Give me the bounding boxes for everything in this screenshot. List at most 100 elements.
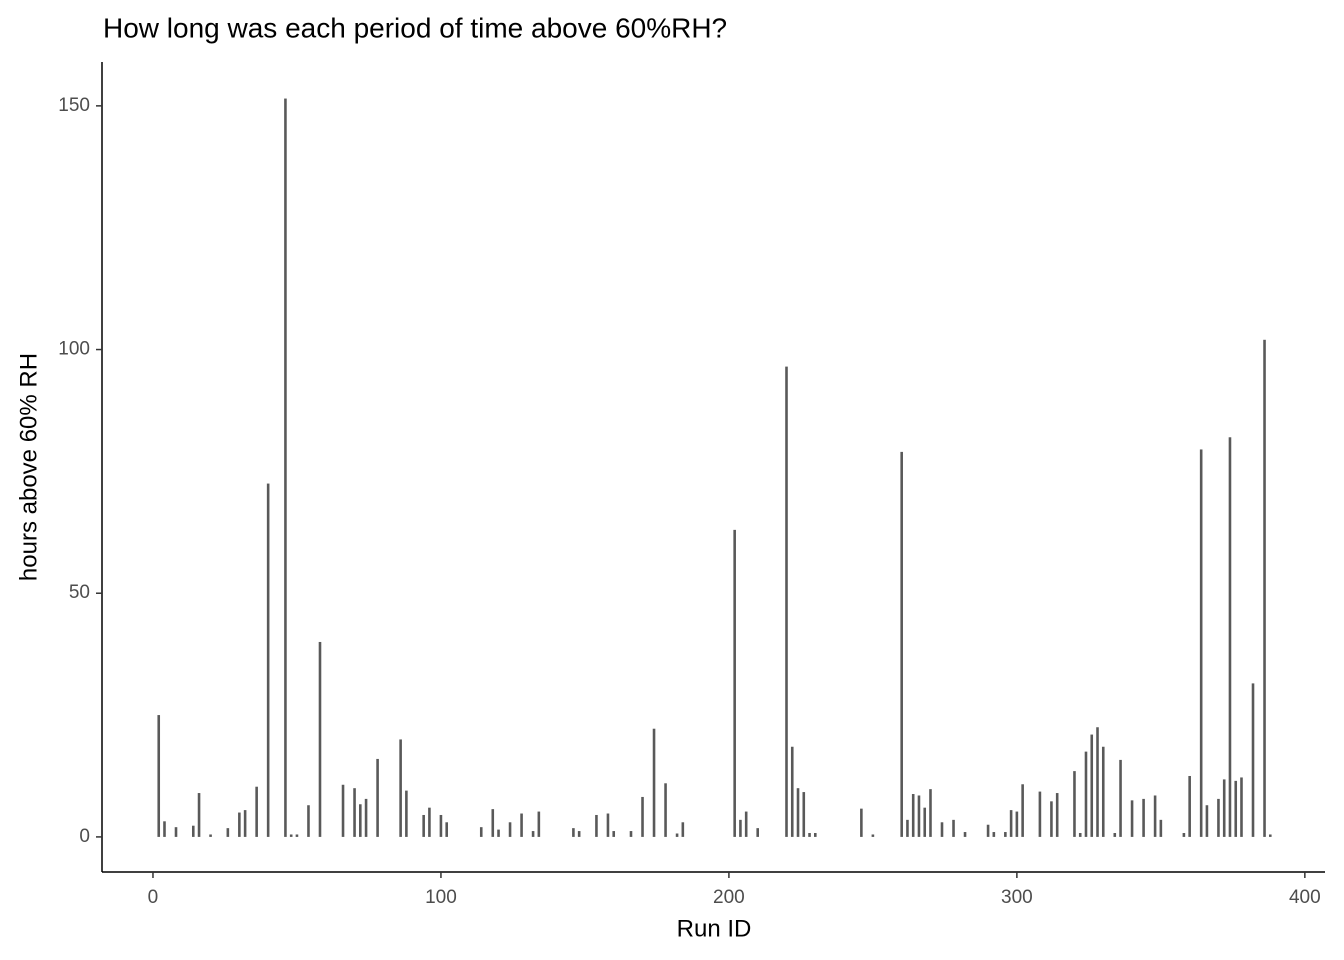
bar [940,822,944,837]
y-axis-title: hours above 60% RH [15,353,42,581]
bar [785,366,788,837]
bar [491,809,495,837]
bar [243,810,247,837]
bar [289,834,293,837]
bar [359,804,362,837]
bar [157,715,161,837]
bar [1222,779,1226,837]
bar [1199,449,1203,837]
bar [1004,832,1007,837]
y-tick-label: 150 [58,95,90,116]
bar [756,828,759,837]
bar [307,805,310,837]
bar [1142,798,1145,837]
bar [929,789,932,837]
x-tick-label: 300 [1001,887,1033,908]
bar [1015,811,1019,837]
bar [871,834,875,837]
bar [422,814,425,837]
bar [1021,784,1024,837]
bar [226,828,230,837]
bar [1188,775,1191,837]
bar [992,832,996,837]
bar [572,828,575,837]
bar [900,451,903,837]
bar [497,829,500,837]
bar [952,819,955,837]
bar [537,811,541,837]
bar [923,807,927,837]
bar [1240,777,1243,837]
bar [641,796,644,837]
bar [917,795,921,837]
bar [1073,771,1076,837]
bar [376,758,379,837]
bar [399,739,402,837]
bar [1228,437,1232,837]
bar [531,831,535,837]
bar [1038,791,1042,837]
bar [353,788,356,837]
bar [1078,833,1082,837]
bar [1101,746,1105,837]
bar [986,824,990,837]
bar [405,790,408,837]
bar [790,746,794,837]
bar [1268,834,1272,837]
bar [341,784,345,837]
bar [675,833,679,837]
bar [1234,780,1238,837]
chart-title: How long was each period of time above 6… [103,12,727,43]
bar [1009,810,1013,837]
bar [629,831,633,837]
bar [238,812,241,837]
bar [520,813,523,837]
bar [744,811,748,837]
bar [191,825,195,837]
bar [295,834,299,837]
bar [911,794,915,837]
bar [1096,727,1099,837]
bar [906,819,909,837]
y-tick-label: 100 [58,339,90,360]
bar [255,786,258,837]
bar [428,807,431,837]
bar [364,798,368,837]
bar [1182,833,1186,837]
bar [963,832,967,837]
bar [577,831,581,837]
bar [808,833,811,837]
bar [1090,734,1094,837]
bar [739,819,742,837]
bar [1217,798,1220,837]
bar [174,827,178,837]
bar [284,98,287,837]
bar [1159,819,1163,837]
bar [1205,805,1209,837]
bar [266,483,270,837]
bar [1084,751,1088,837]
bar [814,833,817,837]
bar [445,822,448,837]
bar [479,827,483,837]
bar [439,814,443,837]
y-tick-label: 0 [79,826,90,847]
bar [209,834,212,837]
bar [1050,801,1053,837]
bar [163,821,166,837]
bar [681,822,685,837]
bar [802,792,806,837]
bar [733,529,736,837]
bar [1130,800,1134,837]
bar [1119,759,1122,837]
x-tick-label: 200 [713,887,745,908]
bar [860,808,863,837]
bar [1251,683,1255,837]
y-tick-label: 50 [69,582,90,603]
x-tick-label: 400 [1289,887,1321,908]
bar [612,831,616,837]
x-tick-label: 100 [425,887,457,908]
bar [606,813,610,837]
bar [508,822,512,837]
